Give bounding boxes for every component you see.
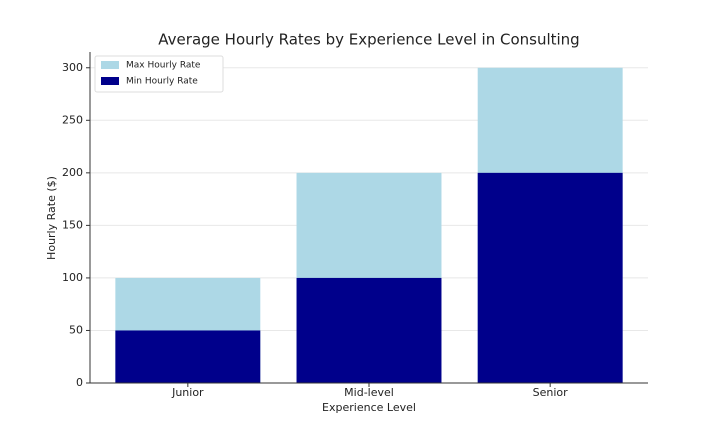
y-tick-label: 200 xyxy=(62,166,83,179)
x-tick-label: Mid-level xyxy=(344,386,394,399)
bar xyxy=(477,172,623,383)
y-tick-label: 250 xyxy=(62,113,83,126)
bar xyxy=(115,330,261,383)
legend-label: Min Hourly Rate xyxy=(126,77,198,87)
x-tick-label: Junior xyxy=(171,386,204,399)
chart-title: Average Hourly Rates by Experience Level… xyxy=(158,31,579,49)
y-axis-label: Hourly Rate ($) xyxy=(45,176,58,260)
y-tick-label: 50 xyxy=(69,323,83,336)
y-tick-label: 300 xyxy=(62,61,83,74)
legend-box xyxy=(94,55,224,93)
bar xyxy=(296,277,442,383)
legend-swatch xyxy=(101,61,119,69)
legend-swatch xyxy=(101,77,119,85)
x-tick-label: Senior xyxy=(533,386,569,399)
x-axis-label: Experience Level xyxy=(322,401,416,414)
y-tick-label: 150 xyxy=(62,218,83,231)
y-tick-label: 0 xyxy=(76,376,83,389)
y-tick-label: 100 xyxy=(62,271,83,284)
legend-label: Max Hourly Rate xyxy=(126,61,201,71)
